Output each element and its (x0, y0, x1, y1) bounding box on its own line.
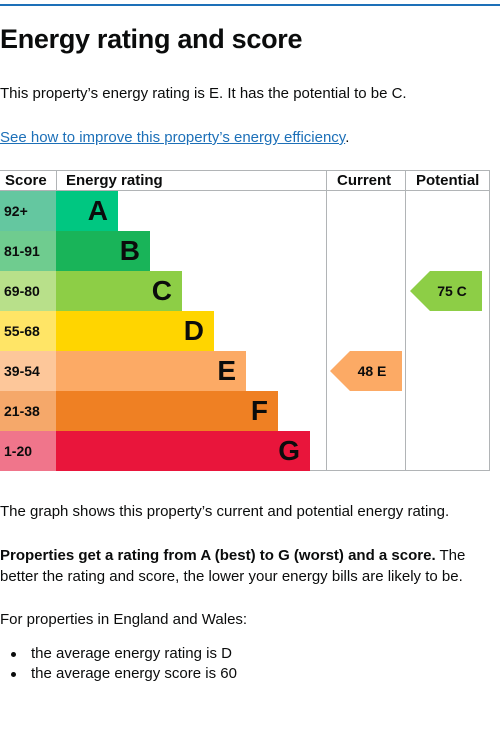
averages-list: the average energy rating is D the avera… (0, 644, 237, 684)
rating-explanation-rest: The better the rating and score, the low… (0, 547, 466, 585)
improve-efficiency-link[interactable]: See how to improve this property’s energ… (0, 129, 346, 146)
potential-rating-indicator: 75 C (410, 271, 482, 311)
grid-current-left (326, 170, 327, 471)
list-item: the average energy score is 60 (0, 664, 237, 684)
energy-rating-chart: Score Energy rating Current Potential 92… (0, 170, 490, 471)
graph-caption: The graph shows this property’s current … (0, 503, 450, 520)
band-score-range: 55-68 (0, 311, 56, 351)
band-bar-g: G (56, 431, 310, 471)
band-letter: E (217, 355, 236, 386)
top-rule (0, 4, 500, 6)
band-letter: G (278, 435, 300, 466)
band-letter: F (250, 395, 268, 426)
grid-header-bottom (0, 190, 490, 191)
header-energy-rating: Energy rating (66, 172, 163, 189)
rating-explanation-bold: Properties get a rating from A (best) to… (0, 547, 436, 564)
band-letter: C (151, 275, 172, 306)
link-suffix: . (345, 129, 350, 146)
grid-top (0, 170, 490, 171)
potential-rating-label: 75 C (437, 283, 467, 299)
improve-link-paragraph: See how to improve this property’s energ… (0, 127, 349, 148)
band-score-range: 81-91 (0, 231, 56, 271)
average-rating-text: the average energy rating is D (31, 645, 232, 662)
header-score: Score (5, 172, 47, 189)
band-bar-a: A (56, 191, 118, 231)
current-rating-label: 48 E (357, 363, 387, 379)
header-potential: Potential (416, 172, 480, 189)
bullet-icon (11, 652, 16, 657)
band-score-range: 1-20 (0, 431, 56, 471)
header-current: Current (337, 172, 392, 189)
potential-arrow-shape (410, 271, 482, 311)
current-arrow-shape (330, 351, 402, 391)
band-score-range: 92+ (0, 191, 56, 231)
band-letter: A (87, 195, 108, 226)
intro-text: This property’s energy rating is E. It h… (0, 85, 407, 102)
band-bar-f: F (56, 391, 278, 431)
band-bar-d: D (56, 311, 214, 351)
average-score-text: the average energy score is 60 (31, 665, 237, 682)
band-bar-e: E (56, 351, 246, 391)
bullet-icon (11, 672, 16, 677)
band-score-range: 39-54 (0, 351, 56, 391)
band-bar-b: B (56, 231, 150, 271)
grid-potential-left (405, 170, 406, 471)
list-item: the average energy rating is D (0, 644, 237, 664)
band-score-range: 21-38 (0, 391, 56, 431)
current-rating-indicator: 48 E (330, 351, 402, 391)
england-wales-heading: For properties in England and Wales: (0, 611, 248, 628)
rating-explanation: Properties get a rating from A (best) to… (0, 545, 495, 587)
band-score-range: 69-80 (0, 271, 56, 311)
band-bar-c: C (56, 271, 182, 311)
band-letter: D (183, 315, 204, 346)
page-heading: Energy rating and score (0, 24, 303, 54)
band-letter: B (119, 235, 140, 266)
grid-right (489, 170, 490, 471)
grid-score-divider (56, 170, 57, 191)
